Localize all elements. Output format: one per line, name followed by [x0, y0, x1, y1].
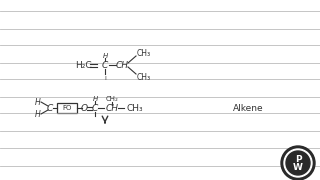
- Text: C: C: [102, 60, 108, 69]
- Text: H₂C: H₂C: [75, 60, 91, 69]
- Text: H: H: [102, 53, 108, 59]
- Text: CH₂: CH₂: [106, 96, 118, 102]
- Text: H: H: [35, 98, 41, 107]
- Text: H: H: [92, 96, 98, 102]
- Text: CH: CH: [116, 60, 129, 69]
- Text: CH₃: CH₃: [127, 103, 143, 112]
- Bar: [57, 103, 77, 113]
- Text: CH: CH: [106, 103, 118, 112]
- Text: W: W: [293, 163, 303, 172]
- Text: C: C: [92, 103, 98, 112]
- Text: P: P: [295, 154, 301, 163]
- Circle shape: [284, 149, 312, 177]
- Text: CH₃: CH₃: [137, 73, 151, 82]
- Text: I: I: [104, 75, 106, 80]
- Text: FO: FO: [62, 105, 72, 111]
- Text: H: H: [35, 109, 41, 118]
- Text: CH₃: CH₃: [137, 48, 151, 57]
- Circle shape: [281, 146, 315, 180]
- Text: O: O: [80, 103, 88, 112]
- Text: C: C: [47, 103, 53, 112]
- Text: Alkene: Alkene: [233, 103, 263, 112]
- Circle shape: [286, 151, 310, 175]
